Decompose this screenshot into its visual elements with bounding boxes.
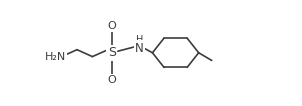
Text: H₂N: H₂N (45, 52, 66, 62)
Text: O: O (107, 21, 116, 31)
Text: O: O (107, 75, 116, 85)
Text: N: N (135, 42, 144, 55)
Text: S: S (108, 46, 116, 59)
Text: H: H (136, 35, 143, 45)
